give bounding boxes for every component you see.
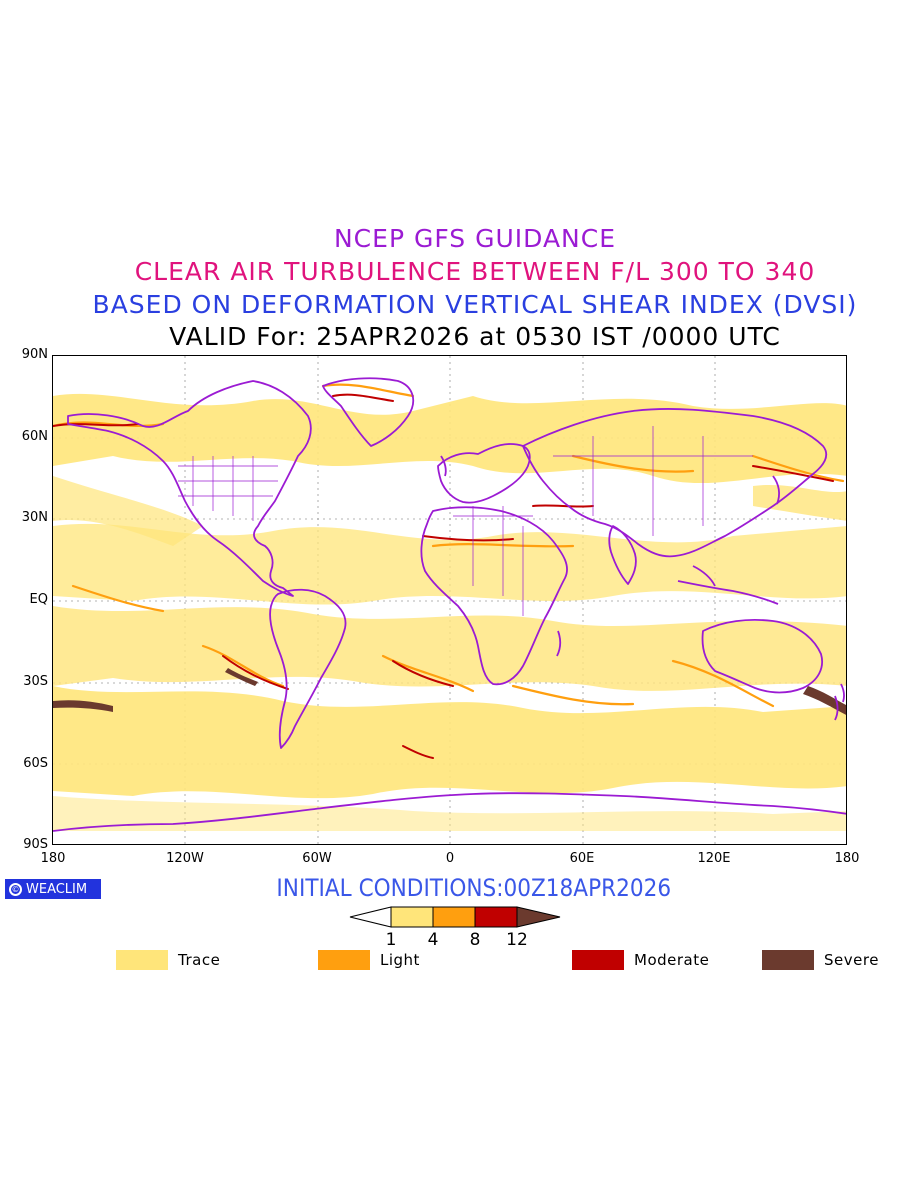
legend-label-severe: Severe — [824, 951, 879, 969]
legend-label-moderate: Moderate — [634, 951, 710, 969]
title-line-1: NCEP GFS GUIDANCE — [333, 224, 616, 253]
colorbar-segment-moderate — [474, 906, 518, 928]
lat-label-eq: EQ — [29, 592, 48, 607]
lon-label-120w: 120W — [166, 851, 204, 866]
turbulence-map — [52, 355, 847, 845]
legend-label-trace: Trace — [178, 951, 221, 969]
lon-label-120e: 120E — [697, 851, 731, 866]
colorbar-segment-trace — [390, 906, 434, 928]
legend-label-light: Light — [380, 951, 420, 969]
legend-light: Light — [318, 950, 420, 970]
colorbar-tick-12: 12 — [506, 930, 528, 950]
legend-swatch-trace — [116, 950, 168, 970]
lat-label-30s: 30S — [23, 674, 48, 689]
legend-trace: Trace — [116, 950, 220, 970]
copyright-icon: © — [9, 882, 22, 896]
lon-label-60e: 60E — [569, 851, 595, 866]
lat-label-90n: 90N — [21, 347, 48, 362]
moderate-turbulence-streaks — [53, 393, 834, 759]
severe-turbulence-patches — [53, 668, 846, 715]
title-line-2: CLEAR AIR TURBULENCE BETWEEN F/L 300 TO … — [134, 257, 816, 286]
title-line-3: BASED ON DEFORMATION VERTICAL SHEAR INDE… — [92, 290, 858, 319]
political-borders — [178, 426, 753, 616]
map-canvas — [53, 356, 846, 844]
lon-label-60w: 60W — [302, 851, 332, 866]
lat-label-30n: 30N — [21, 510, 48, 525]
colorbar-segment-below-1 — [349, 906, 392, 928]
legend-moderate: Moderate — [572, 950, 709, 970]
colorbar-tick-8: 8 — [469, 930, 481, 950]
lat-label-60s: 60S — [23, 756, 48, 771]
colorbar-segment-severe — [516, 906, 561, 928]
legend-swatch-light — [318, 950, 370, 970]
initial-conditions: INITIAL CONDITIONS:00Z18APR2026 — [276, 874, 672, 902]
legend-swatch-moderate — [572, 950, 624, 970]
weaclim-logo: © WEACLIM — [5, 879, 101, 899]
coastlines — [53, 377, 846, 832]
trace-turbulence-areas — [53, 393, 846, 831]
lon-label-180e: 180 — [834, 851, 860, 866]
legend-swatch-severe — [762, 950, 814, 970]
colorbar-tick-1: 1 — [385, 930, 397, 950]
colorbar-segment-light — [432, 906, 476, 928]
lat-label-60n: 60N — [21, 429, 48, 444]
lon-label-0: 0 — [445, 851, 455, 866]
lon-label-180w: 180 — [40, 851, 66, 866]
colorbar-tick-4: 4 — [427, 930, 439, 950]
title-valid-time: VALID For: 25APR2026 at 0530 IST /0000 U… — [169, 322, 781, 351]
lat-label-90s: 90S — [23, 837, 48, 852]
colorbar — [349, 906, 561, 928]
weaclim-text: WEACLIM — [26, 881, 88, 897]
legend-severe: Severe — [762, 950, 879, 970]
